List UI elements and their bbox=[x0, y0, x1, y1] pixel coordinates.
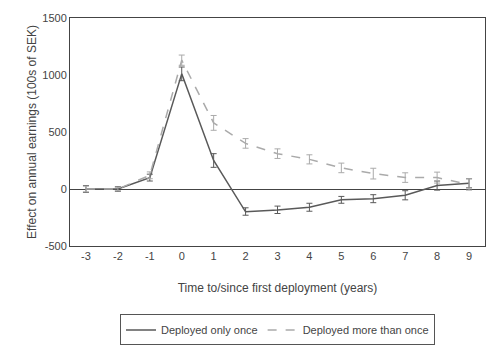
svg-text:-2: -2 bbox=[113, 250, 123, 262]
svg-text:0: 0 bbox=[61, 183, 67, 195]
svg-text:8: 8 bbox=[434, 250, 440, 262]
svg-text:4: 4 bbox=[306, 250, 312, 262]
svg-text:1000: 1000 bbox=[42, 69, 66, 81]
svg-text:Effect on annual earnings (100: Effect on annual earnings (100s of SEK) bbox=[25, 25, 39, 239]
svg-text:500: 500 bbox=[48, 126, 66, 138]
svg-text:5: 5 bbox=[338, 250, 344, 262]
svg-text:0: 0 bbox=[179, 250, 185, 262]
svg-text:Time to/since first deployment: Time to/since first deployment (years) bbox=[178, 281, 378, 295]
svg-text:3: 3 bbox=[274, 250, 280, 262]
svg-text:1500: 1500 bbox=[42, 12, 66, 24]
svg-text:Deployed more than once: Deployed more than once bbox=[303, 324, 429, 336]
svg-text:1: 1 bbox=[211, 250, 217, 262]
svg-text:6: 6 bbox=[370, 250, 376, 262]
svg-text:9: 9 bbox=[466, 250, 472, 262]
svg-text:-3: -3 bbox=[81, 250, 91, 262]
svg-text:Deployed only once: Deployed only once bbox=[161, 324, 258, 336]
svg-text:-1: -1 bbox=[145, 250, 155, 262]
svg-text:7: 7 bbox=[402, 250, 408, 262]
svg-text:2: 2 bbox=[243, 250, 249, 262]
svg-text:-500: -500 bbox=[45, 240, 67, 252]
